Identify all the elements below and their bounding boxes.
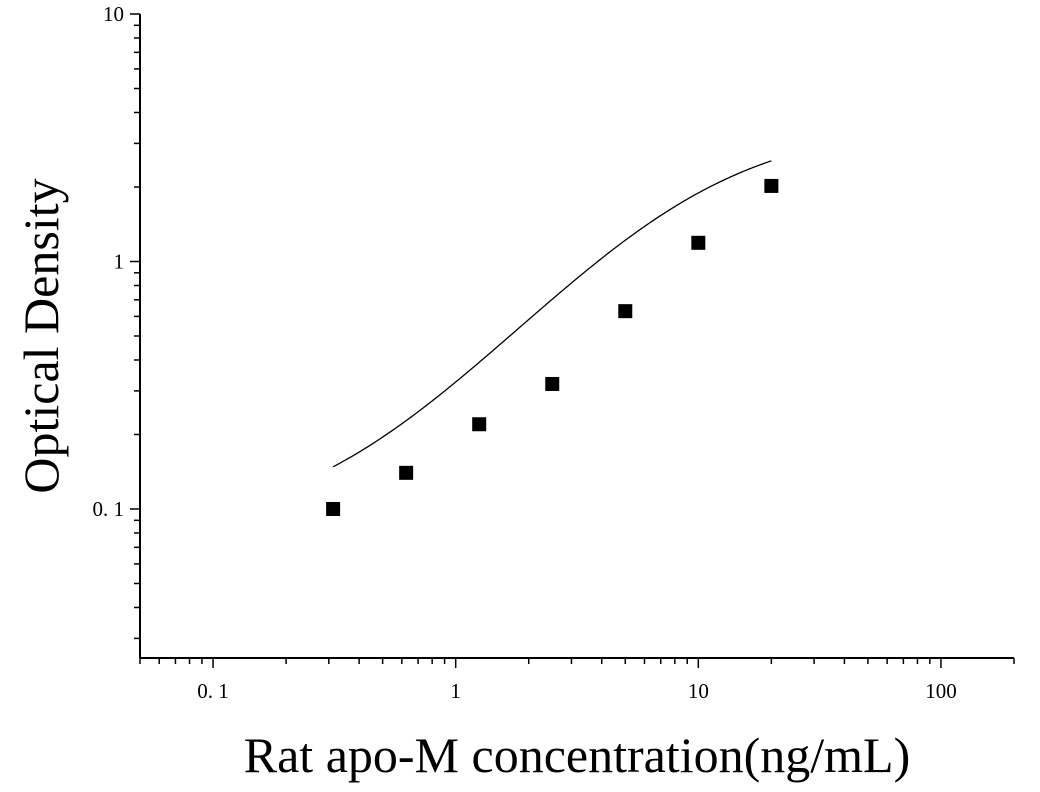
data-point: [545, 376, 560, 391]
ticks: [130, 13, 1015, 668]
y-tick-label: 0. 1: [93, 497, 125, 521]
y-tick-labels: 0. 1 1 10: [93, 2, 125, 521]
data-point: [326, 501, 341, 516]
data-point: [764, 178, 779, 193]
data-point: [399, 465, 414, 480]
x-tick-labels: 0. 1 1 10 100: [197, 679, 956, 703]
y-tick-label: 1: [114, 249, 125, 273]
y-tick-label: 10: [103, 2, 124, 26]
y-axis-title: Optical Density: [13, 178, 69, 493]
data-point: [691, 235, 706, 250]
x-tick-label: 0. 1: [197, 679, 229, 703]
data-point: [472, 417, 487, 432]
data-points: [326, 178, 779, 516]
x-axis-title: Rat apo-M concentration(ng/mL): [244, 727, 910, 783]
x-tick-label: 10: [688, 679, 709, 703]
x-tick-label: 100: [925, 679, 957, 703]
data-point: [618, 304, 633, 319]
x-tick-label: 1: [450, 679, 461, 703]
axes: [139, 14, 1014, 659]
fit-curve: [332, 160, 772, 468]
